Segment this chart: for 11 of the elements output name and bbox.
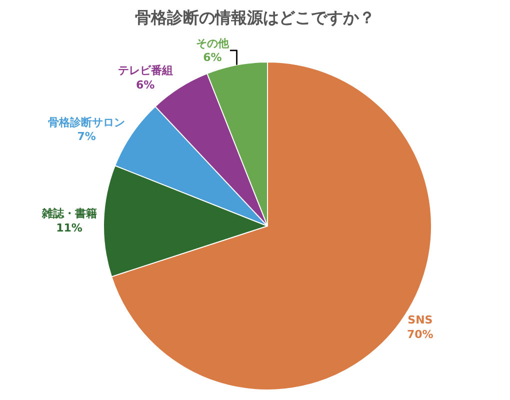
slice-label: 雑誌・書籍 (40, 207, 97, 220)
slice-label: テレビ番組 (118, 64, 173, 78)
slice-label: SNS (408, 313, 433, 326)
data-label: 7% (77, 130, 96, 144)
data-label: 6% (203, 51, 222, 64)
data-label: 11% (56, 221, 82, 234)
chart-title: 骨格診断の情報源はどこですか？ (135, 8, 375, 28)
data-label: 6% (136, 78, 155, 92)
slice-label: その他 (196, 36, 230, 50)
data-label: 70% (407, 328, 434, 341)
slice-label: 骨格診断サロン (48, 116, 126, 129)
